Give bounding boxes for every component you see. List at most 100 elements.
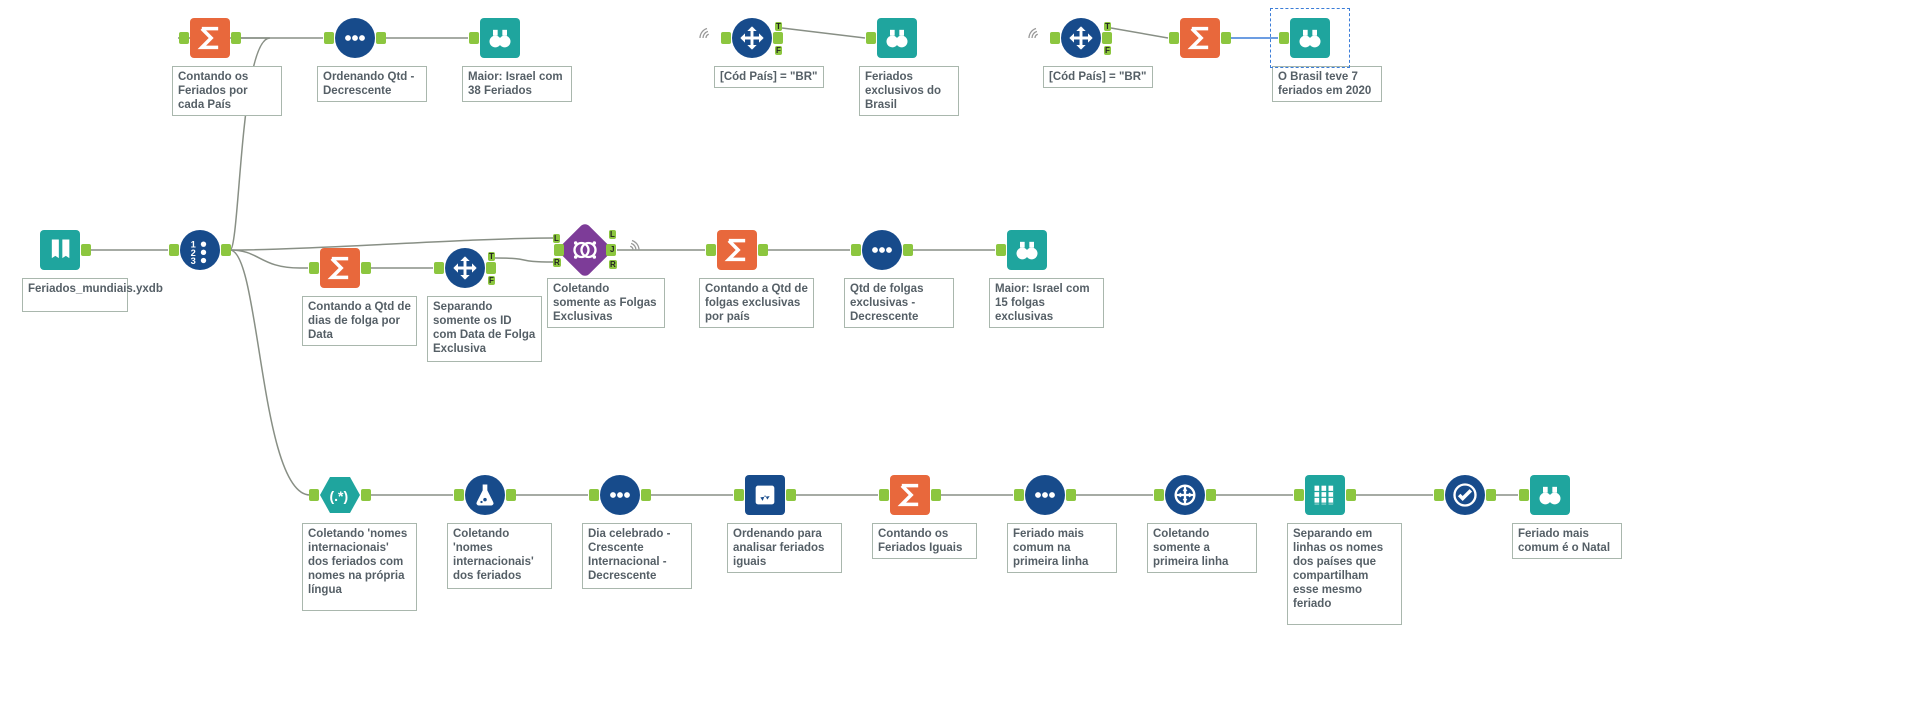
port-in: [309, 262, 319, 274]
tool-sum4[interactable]: [890, 475, 930, 515]
port-in: [1279, 32, 1289, 44]
dots-icon: [1031, 481, 1059, 509]
binoc-icon: [1536, 481, 1564, 509]
tool-browse5[interactable]: [1530, 475, 1570, 515]
port-true: T: [775, 22, 782, 31]
tool-label-unique1: Ordenando para analisar feriados iguais: [727, 523, 842, 573]
tool-label-sort2: Qtd de folgas exclusivas - Decrescente: [844, 278, 954, 328]
port-out: [903, 244, 913, 256]
tool-sort3[interactable]: [600, 475, 640, 515]
tool-sum2[interactable]: [320, 248, 360, 288]
tool-regex1[interactable]: (.*): [320, 475, 360, 515]
tool-label-regex1: Coletando 'nomes internacionais' dos fer…: [302, 523, 417, 611]
binoc-icon: [1013, 236, 1041, 264]
port-out: [1206, 489, 1216, 501]
port-in: [1294, 489, 1304, 501]
port-out: [221, 244, 231, 256]
port-false: F: [1104, 46, 1111, 55]
tool-sort2[interactable]: [862, 230, 902, 270]
tool-label-sort4: Feriado mais comum na primeira linha: [1007, 523, 1117, 573]
tool-label-browse1: Maior: Israel com 38 Feriados: [462, 66, 572, 102]
tool-browse1[interactable]: [480, 18, 520, 58]
port-in: [169, 244, 179, 256]
tool-label-sample1: Coletando somente a primeira linha: [1147, 523, 1257, 573]
port-in: [589, 489, 599, 501]
filter-icon: [451, 254, 479, 282]
tool-label-formula1: Coletando 'nomes internacionais' dos fer…: [447, 523, 552, 589]
tool-sum1[interactable]: [190, 18, 230, 58]
tool-unique1[interactable]: [745, 475, 785, 515]
tool-formula1[interactable]: [465, 475, 505, 515]
port-out: [1486, 489, 1496, 501]
tool-label-sum4: Contando os Feriados Iguais: [872, 523, 977, 559]
flask-icon: [471, 481, 499, 509]
sigma-icon: [723, 236, 751, 264]
port-in: [1519, 489, 1529, 501]
port-in: [879, 489, 889, 501]
port-in: [1014, 489, 1024, 501]
binoc-icon: [883, 24, 911, 52]
port-in: [866, 32, 876, 44]
binoc-icon: [486, 24, 514, 52]
tool-input[interactable]: [40, 230, 80, 270]
port-in: [179, 32, 189, 44]
tool-label-sum1: Contando os Feriados por cada País: [172, 66, 282, 116]
port-out: [81, 244, 91, 256]
tool-sort4[interactable]: [1025, 475, 1065, 515]
filter-icon: [1067, 24, 1095, 52]
svg-text:(.*): (.*): [330, 488, 349, 504]
sigma-icon: [1186, 24, 1214, 52]
tool-browse3[interactable]: [1290, 18, 1330, 58]
tool-label-sum2: Contando a Qtd de dias de folga por Data: [302, 296, 417, 346]
port-out: [231, 32, 241, 44]
tool-browse4[interactable]: [1007, 230, 1047, 270]
tool-label-join1: Coletando somente as Folgas Exclusivas: [547, 278, 665, 328]
port-true: T: [1104, 22, 1111, 31]
regex-icon: (.*): [326, 481, 354, 509]
tool-sum3[interactable]: [717, 230, 757, 270]
tool-filter2[interactable]: [732, 18, 772, 58]
port-out: [1221, 32, 1231, 44]
port-out: [758, 244, 768, 256]
tool-label-filter3: [Cód País] = "BR": [1043, 66, 1153, 88]
tool-clean1[interactable]: [1445, 475, 1485, 515]
port-in: [851, 244, 861, 256]
tool-sort1[interactable]: [335, 18, 375, 58]
tool-label-browse3: O Brasil teve 7 feriados em 2020: [1272, 66, 1382, 102]
tool-join1[interactable]: [557, 222, 614, 279]
tool-browse2[interactable]: [877, 18, 917, 58]
tool-select1[interactable]: 1 2 3: [180, 230, 220, 270]
port-in: [1169, 32, 1179, 44]
port-in: [1050, 32, 1060, 44]
port-out: [1346, 489, 1356, 501]
port-in: [1434, 489, 1444, 501]
tool-label-browse4: Maior: Israel com 15 folgas exclusivas: [989, 278, 1104, 328]
port-out: [931, 489, 941, 501]
columns-icon: [1311, 481, 1339, 509]
port-out-R: R: [609, 260, 617, 269]
tool-label-sum3: Contando a Qtd de folgas exclusivas por …: [699, 278, 814, 328]
port-L: L: [553, 234, 560, 243]
tool-filter3[interactable]: [1061, 18, 1101, 58]
port-out: [361, 262, 371, 274]
port-in: [1154, 489, 1164, 501]
filter-icon: [738, 24, 766, 52]
port-out: [376, 32, 386, 44]
port-out: [1066, 489, 1076, 501]
tool-sum6[interactable]: [1180, 18, 1220, 58]
port-out: [641, 489, 651, 501]
port-false: F: [775, 46, 782, 55]
tool-text2col[interactable]: [1305, 475, 1345, 515]
port-out: [361, 489, 371, 501]
tool-filter4[interactable]: [445, 248, 485, 288]
port-out: [773, 32, 783, 44]
tool-sample1[interactable]: [1165, 475, 1205, 515]
unique-icon: [751, 481, 779, 509]
check-icon: [1451, 481, 1479, 509]
sigma-icon: [326, 254, 354, 282]
tool-label-filter2: [Cód País] = "BR": [714, 66, 824, 88]
port-false: F: [488, 276, 495, 285]
port-out-L: L: [609, 230, 616, 239]
port-out: [786, 489, 796, 501]
dots-icon: [341, 24, 369, 52]
